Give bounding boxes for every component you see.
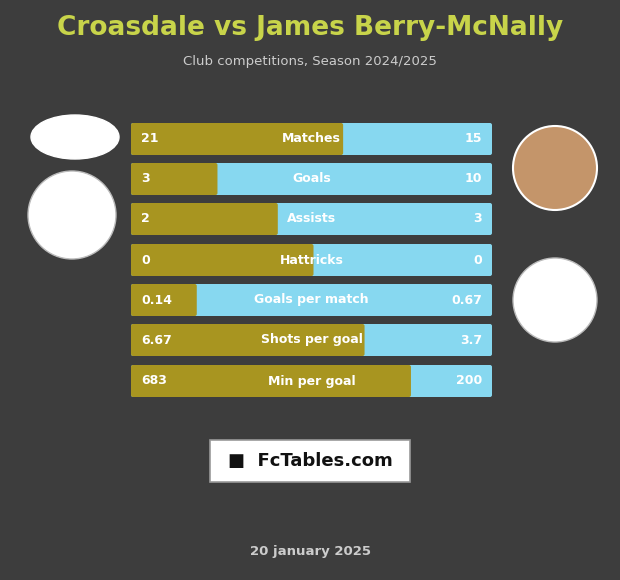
FancyBboxPatch shape <box>131 163 218 195</box>
FancyBboxPatch shape <box>210 440 410 482</box>
Text: 3: 3 <box>474 212 482 226</box>
Text: 683: 683 <box>141 375 167 387</box>
Text: Min per goal: Min per goal <box>268 375 355 387</box>
FancyBboxPatch shape <box>131 284 197 316</box>
Text: 6.67: 6.67 <box>141 334 172 346</box>
FancyBboxPatch shape <box>131 244 492 276</box>
FancyBboxPatch shape <box>131 324 365 356</box>
FancyBboxPatch shape <box>131 163 492 195</box>
Text: 0.67: 0.67 <box>451 293 482 306</box>
Circle shape <box>513 258 597 342</box>
FancyBboxPatch shape <box>131 203 278 235</box>
FancyBboxPatch shape <box>131 203 492 235</box>
Circle shape <box>513 126 597 210</box>
Text: 0: 0 <box>141 253 150 266</box>
Text: Hattricks: Hattricks <box>280 253 343 266</box>
Text: 2: 2 <box>141 212 150 226</box>
FancyBboxPatch shape <box>131 244 314 276</box>
Text: 15: 15 <box>464 132 482 146</box>
FancyBboxPatch shape <box>131 123 492 155</box>
Text: 0: 0 <box>473 253 482 266</box>
Text: Assists: Assists <box>287 212 336 226</box>
FancyBboxPatch shape <box>131 324 492 356</box>
FancyBboxPatch shape <box>131 365 492 397</box>
Ellipse shape <box>31 115 119 159</box>
Text: Shots per goal: Shots per goal <box>260 334 363 346</box>
FancyBboxPatch shape <box>131 284 492 316</box>
Text: Club competitions, Season 2024/2025: Club competitions, Season 2024/2025 <box>183 55 437 68</box>
Text: 20 january 2025: 20 january 2025 <box>249 546 371 559</box>
Text: 0.14: 0.14 <box>141 293 172 306</box>
Text: Matches: Matches <box>282 132 341 146</box>
Text: 10: 10 <box>464 172 482 186</box>
Text: ■  FcTables.com: ■ FcTables.com <box>228 452 392 470</box>
Circle shape <box>28 171 116 259</box>
FancyBboxPatch shape <box>131 365 411 397</box>
Text: 3: 3 <box>141 172 149 186</box>
Text: 21: 21 <box>141 132 159 146</box>
FancyBboxPatch shape <box>131 123 343 155</box>
Text: Goals per match: Goals per match <box>254 293 369 306</box>
Text: Goals: Goals <box>292 172 331 186</box>
Text: 200: 200 <box>456 375 482 387</box>
Text: Croasdale vs James Berry-McNally: Croasdale vs James Berry-McNally <box>57 15 563 41</box>
Text: 3.7: 3.7 <box>460 334 482 346</box>
